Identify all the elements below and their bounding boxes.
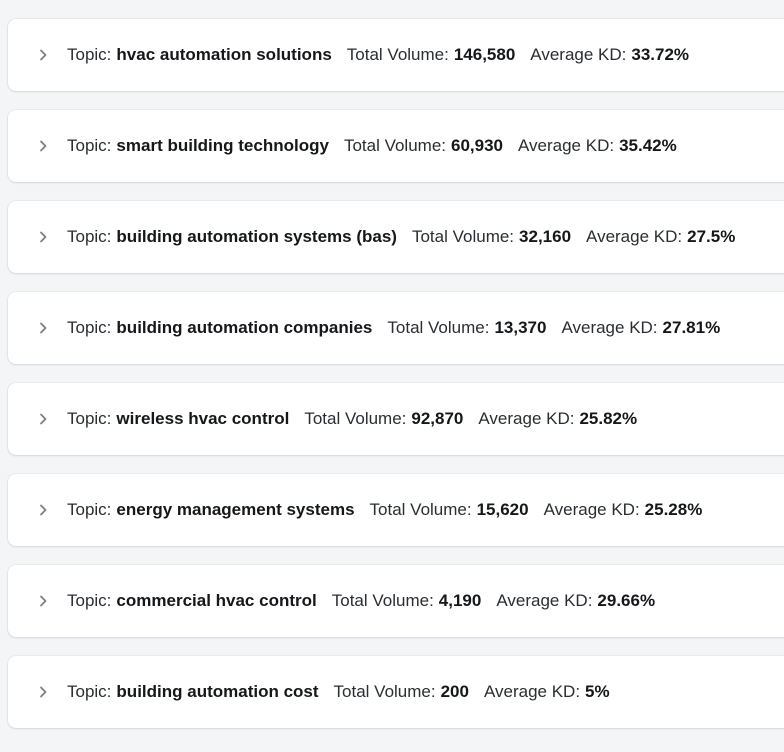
total-volume-value: 92,870 (411, 409, 464, 428)
average-kd-label: Average KD: (530, 45, 627, 64)
average-kd-value: 25.28% (644, 500, 703, 519)
average-kd-segment: Average KD: 29.66% (496, 591, 655, 611)
average-kd-value: 33.72% (631, 45, 690, 64)
average-kd-value: 35.42% (619, 136, 677, 155)
average-kd-segment: Average KD: 25.82% (478, 409, 637, 429)
topic-row-1[interactable]: Topic: hvac automation solutions Total V… (8, 19, 784, 91)
topic-label: Topic: (67, 45, 112, 64)
topic-label: Topic: (67, 409, 112, 428)
chevron-right-icon[interactable] (36, 139, 50, 153)
total-volume-label: Total Volume: (343, 136, 446, 155)
average-kd-value: 5% (585, 682, 610, 701)
total-volume-segment: Total Volume: 13,370 (387, 318, 546, 338)
average-kd-label: Average KD: (496, 591, 593, 610)
topic-name: wireless hvac control (116, 409, 290, 428)
topic-name: smart building technology (116, 136, 329, 155)
total-volume-label: Total Volume: (304, 409, 407, 428)
chevron-right-icon[interactable] (36, 321, 50, 335)
topic-segment: Topic: hvac automation solutions (67, 45, 332, 65)
average-kd-value: 25.82% (579, 409, 638, 428)
topic-row-2[interactable]: Topic: smart building technology Total V… (8, 110, 784, 182)
topic-label: Topic: (67, 136, 112, 155)
total-volume-segment: Total Volume: 92,870 (304, 409, 463, 429)
total-volume-label: Total Volume: (369, 500, 472, 519)
topic-row-3[interactable]: Topic: building automation systems (bas)… (8, 201, 784, 273)
topic-name: commercial hvac control (116, 591, 317, 610)
average-kd-label: Average KD: (483, 682, 581, 701)
topic-segment: Topic: smart building technology (67, 136, 329, 156)
topic-name: building automation companies (116, 318, 373, 337)
average-kd-segment: Average KD: 35.42% (518, 136, 677, 156)
topic-label: Topic: (67, 591, 112, 610)
average-kd-value: 27.81% (662, 318, 721, 337)
total-volume-label: Total Volume: (331, 591, 434, 610)
chevron-right-icon[interactable] (36, 594, 50, 608)
total-volume-value: 60,930 (451, 136, 503, 155)
total-volume-segment: Total Volume: 60,930 (344, 136, 503, 156)
topic-row-4[interactable]: Topic: building automation companies Tot… (8, 292, 784, 364)
chevron-right-icon[interactable] (36, 503, 50, 517)
total-volume-value: 32,160 (519, 227, 572, 246)
average-kd-value: 27.5% (687, 227, 736, 246)
topic-label: Topic: (67, 318, 112, 337)
topic-row-8[interactable]: Topic: building automation cost Total Vo… (8, 656, 784, 728)
chevron-right-icon[interactable] (36, 230, 50, 244)
chevron-right-icon[interactable] (36, 685, 50, 699)
average-kd-label: Average KD: (518, 136, 615, 155)
topic-name: energy management systems (116, 500, 355, 519)
total-volume-segment: Total Volume: 146,580 (347, 45, 516, 65)
chevron-right-icon[interactable] (36, 412, 50, 426)
average-kd-label: Average KD: (478, 409, 575, 428)
topic-list: Topic: hvac automation solutions Total V… (8, 19, 784, 747)
total-volume-value: 15,620 (476, 500, 529, 519)
topic-name: building automation cost (116, 682, 319, 701)
topic-segment: Topic: building automation systems (bas) (67, 227, 397, 247)
total-volume-label: Total Volume: (346, 45, 449, 64)
total-volume-segment: Total Volume: 15,620 (370, 500, 529, 520)
average-kd-segment: Average KD: 27.81% (561, 318, 720, 338)
total-volume-value: 13,370 (494, 318, 547, 337)
topic-segment: Topic: energy management systems (67, 500, 355, 520)
topic-name: hvac automation solutions (116, 45, 332, 64)
topic-segment: Topic: building automation cost (67, 682, 319, 702)
total-volume-value: 4,190 (438, 591, 482, 610)
total-volume-value: 200 (440, 682, 469, 701)
average-kd-segment: Average KD: 25.28% (544, 500, 703, 520)
topic-label: Topic: (67, 500, 112, 519)
topic-row-6[interactable]: Topic: energy management systems Total V… (8, 474, 784, 546)
topic-label: Topic: (67, 227, 112, 246)
total-volume-segment: Total Volume: 32,160 (412, 227, 571, 247)
topic-segment: Topic: building automation companies (67, 318, 372, 338)
total-volume-segment: Total Volume: 200 (334, 682, 469, 702)
total-volume-segment: Total Volume: 4,190 (332, 591, 482, 611)
topic-row-5[interactable]: Topic: wireless hvac control Total Volum… (8, 383, 784, 455)
total-volume-label: Total Volume: (333, 682, 436, 701)
average-kd-segment: Average KD: 27.5% (586, 227, 735, 247)
topic-row-7[interactable]: Topic: commercial hvac control Total Vol… (8, 565, 784, 637)
topic-segment: Topic: commercial hvac control (67, 591, 317, 611)
average-kd-label: Average KD: (561, 318, 658, 337)
topic-label: Topic: (67, 682, 112, 701)
average-kd-label: Average KD: (586, 227, 683, 246)
topic-name: building automation systems (bas) (116, 227, 397, 246)
average-kd-value: 29.66% (597, 591, 656, 610)
total-volume-label: Total Volume: (387, 318, 490, 337)
average-kd-label: Average KD: (543, 500, 640, 519)
average-kd-segment: Average KD: 5% (484, 682, 610, 702)
total-volume-value: 146,580 (453, 45, 516, 64)
chevron-right-icon[interactable] (36, 48, 50, 62)
topic-segment: Topic: wireless hvac control (67, 409, 289, 429)
average-kd-segment: Average KD: 33.72% (530, 45, 689, 65)
total-volume-label: Total Volume: (411, 227, 515, 246)
